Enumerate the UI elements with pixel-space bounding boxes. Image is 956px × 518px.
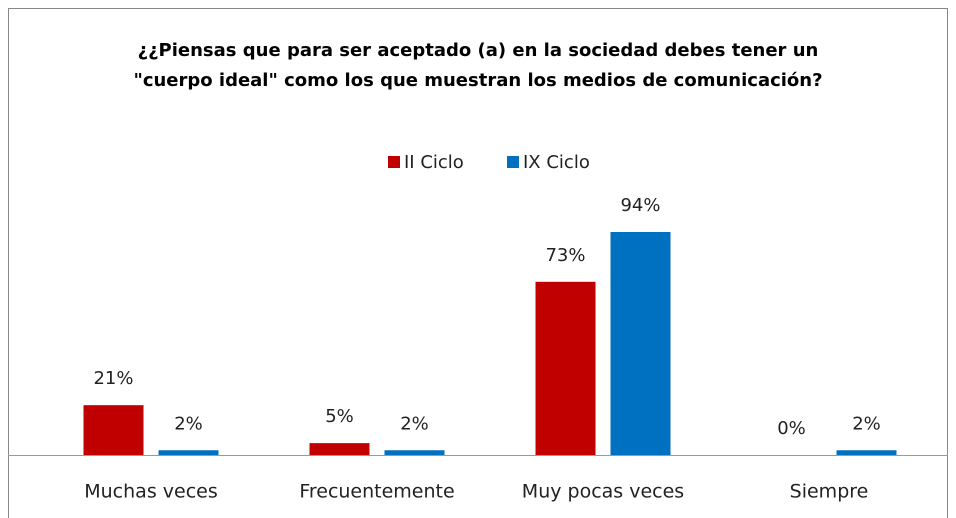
x-tick-label: Muy pocas veces bbox=[522, 481, 684, 503]
chart-title: ¿¿Piensas que para ser aceptado (a) en l… bbox=[133, 40, 823, 91]
x-tick-label: Muchas veces bbox=[84, 481, 217, 503]
legend-label: IX Ciclo bbox=[523, 152, 590, 173]
data-label: 94% bbox=[620, 195, 660, 216]
data-label: 21% bbox=[93, 368, 133, 389]
data-label: 2% bbox=[400, 413, 429, 434]
data-label: 2% bbox=[852, 413, 881, 434]
x-tick-label: Frecuentemente bbox=[299, 481, 454, 503]
bar bbox=[309, 443, 370, 455]
bar bbox=[535, 281, 596, 455]
bar bbox=[836, 450, 897, 455]
bar bbox=[384, 450, 445, 455]
data-label: 2% bbox=[174, 413, 203, 434]
data-label: 5% bbox=[325, 406, 354, 427]
data-label: 73% bbox=[545, 245, 585, 266]
frame bbox=[8, 8, 948, 518]
legend-label: II Ciclo bbox=[404, 152, 464, 173]
data-label: 0% bbox=[777, 418, 806, 439]
legend-swatch bbox=[388, 156, 400, 168]
bar bbox=[610, 232, 671, 455]
bar bbox=[83, 405, 144, 455]
x-tick-label: Siempre bbox=[790, 481, 869, 503]
legend-swatch bbox=[507, 156, 519, 168]
bar bbox=[158, 450, 219, 455]
